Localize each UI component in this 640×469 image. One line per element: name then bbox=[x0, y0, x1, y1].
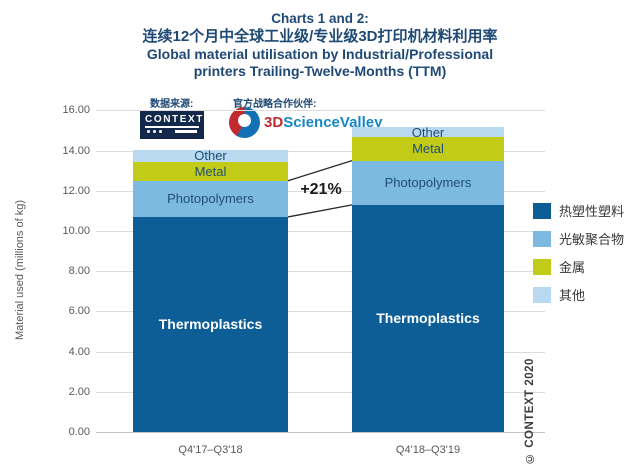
gridline bbox=[96, 311, 545, 313]
y-tick-label: 12.00 bbox=[62, 184, 90, 197]
gridline bbox=[96, 391, 545, 393]
gridline bbox=[96, 110, 545, 112]
context-logo-text: CONTEXT bbox=[145, 114, 202, 128]
legend-swatch-icon bbox=[533, 230, 551, 247]
title-line-4: printers Trailing-Twelve-Months (TTM) bbox=[193, 63, 447, 79]
y-tick-label: 16.00 bbox=[62, 104, 90, 117]
x-axis-label: Q4'17–Q3'18 bbox=[178, 444, 243, 456]
chart-title: Charts 1 and 2: 连续12个月中全球工业级/专业级3D打印机材料利… bbox=[0, 10, 640, 80]
science-valley-name-text: ScienceValley bbox=[283, 114, 383, 131]
data-source-label: 数据来源: bbox=[150, 99, 194, 110]
context-underline-bar bbox=[175, 130, 197, 133]
gridline bbox=[96, 271, 545, 273]
partner-label: 官方战略合作伙伴: bbox=[233, 99, 317, 110]
legend-item-metal: 金属 bbox=[533, 257, 624, 276]
bar-segment-photopolymers-1: Photopolymers bbox=[133, 180, 288, 217]
context-dot-icon bbox=[159, 130, 162, 133]
legend: 热塑性塑料光敏聚合物金属其他 bbox=[533, 201, 624, 304]
bar-segment-metal-1: Metal bbox=[133, 161, 288, 181]
gridline bbox=[96, 231, 545, 232]
y-axis-title: Material used (millions of kg) bbox=[14, 200, 26, 340]
context-logo-dots bbox=[145, 130, 199, 133]
bar-segment-other-2: Other bbox=[352, 125, 504, 140]
legend-label: 光敏聚合物 bbox=[559, 232, 625, 247]
title-line-3: Global material utilisation by Industria… bbox=[146, 46, 494, 62]
context-dot-icon bbox=[153, 130, 156, 133]
gridline bbox=[96, 150, 545, 152]
gridline bbox=[96, 351, 545, 353]
context-dot-icon bbox=[147, 130, 150, 133]
bar-segment-label: Other bbox=[411, 124, 445, 140]
legend-label: 热塑性塑料 bbox=[559, 204, 625, 219]
science-valley-3d-text: 3D bbox=[264, 114, 284, 131]
bar-segment-other-1: Other bbox=[133, 148, 288, 164]
copyright-text: © CONTEXT 2020 bbox=[524, 358, 536, 464]
title-line-2-chinese: 连续12个月中全球工业级/专业级3D打印机材料利用率 bbox=[142, 28, 498, 45]
title-line-1: Charts 1 and 2: bbox=[271, 11, 369, 26]
bar-segment-metal-2: Metal bbox=[352, 136, 504, 161]
bar-segment-label: Metal bbox=[194, 163, 227, 179]
connector-line bbox=[287, 204, 353, 218]
growth-annotation: +21% bbox=[300, 181, 342, 198]
legend-swatch-icon bbox=[533, 202, 551, 219]
science-valley-logo: 3DScienceValley bbox=[229, 107, 382, 138]
bar-segment-label: Photopolymers bbox=[167, 191, 254, 207]
gridline bbox=[96, 190, 545, 192]
bar-segment-photopolymers-2: Photopolymers bbox=[352, 160, 504, 205]
connector-line bbox=[287, 160, 353, 182]
x-axis-line bbox=[96, 432, 545, 433]
legend-label: 其他 bbox=[559, 288, 586, 303]
context-logo: CONTEXT bbox=[140, 111, 204, 139]
y-tick-label: 10.00 bbox=[62, 225, 90, 237]
y-tick-label: 6.00 bbox=[68, 305, 90, 318]
bar-segment-thermoplastics-2: Thermoplastics bbox=[352, 204, 504, 432]
y-tick-label: 8.00 bbox=[68, 265, 90, 278]
y-tick-label: 2.00 bbox=[68, 385, 90, 398]
legend-item-other: 其他 bbox=[533, 285, 624, 304]
y-tick-label: 0.00 bbox=[68, 426, 90, 438]
legend-label: 金属 bbox=[559, 260, 586, 275]
science-valley-wordmark: 3DScienceValley bbox=[264, 107, 382, 138]
bar-segment-label: Thermoplastics bbox=[376, 310, 480, 327]
legend-swatch-icon bbox=[533, 258, 551, 275]
legend-swatch-icon bbox=[533, 286, 551, 303]
legend-item-thermoplastics: 热塑性塑料 bbox=[533, 201, 624, 220]
bar-segment-label: Photopolymers bbox=[384, 175, 472, 191]
bar-segment-thermoplastics-1: Thermoplastics bbox=[133, 216, 288, 432]
bar-segment-label: Other bbox=[194, 148, 227, 164]
bar-segment-label: Thermoplastics bbox=[158, 316, 263, 333]
y-tick-label: 4.00 bbox=[68, 345, 90, 358]
legend-item-photopolymers: 光敏聚合物 bbox=[533, 229, 624, 248]
science-valley-swirl-icon bbox=[229, 107, 260, 138]
x-axis-label: Q4'18–Q3'19 bbox=[395, 444, 461, 456]
bar-segment-label: Metal bbox=[412, 141, 444, 157]
y-tick-label: 14.00 bbox=[62, 144, 90, 157]
